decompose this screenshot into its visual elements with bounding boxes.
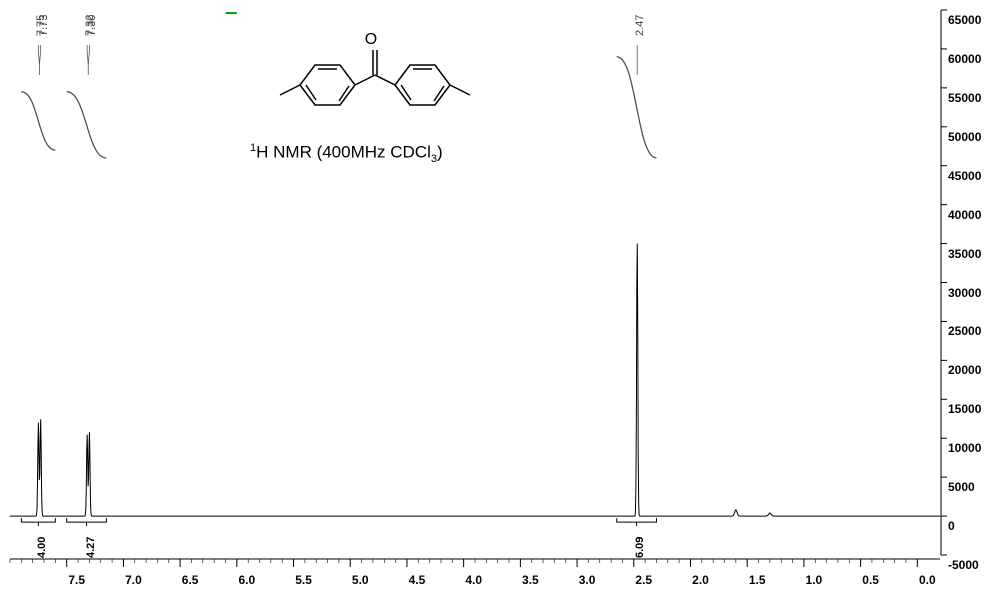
x-tick-label: 3.0 xyxy=(579,573,596,587)
x-tick-label: 7.5 xyxy=(68,573,85,587)
molecule-svg: O xyxy=(260,0,480,150)
x-tick-label: 2.5 xyxy=(635,573,652,587)
y-tick-label: 20000 xyxy=(948,363,981,377)
x-tick-label: 5.5 xyxy=(295,573,312,587)
y-tick-label: 15000 xyxy=(948,402,981,416)
y-tick-label: 45000 xyxy=(948,169,981,183)
spectrum-caption: 1H NMR (400MHz CDCl3) xyxy=(250,142,443,165)
y-tick-label: 5000 xyxy=(948,480,975,494)
y-axis: -500005000100001500020000250003000035000… xyxy=(940,10,995,555)
y-tick-label: 25000 xyxy=(948,324,981,338)
x-tick-label: 3.5 xyxy=(522,573,539,587)
integral-label: 6.09 xyxy=(634,537,646,558)
y-tick-label: 60000 xyxy=(948,52,981,66)
y-tick-label: 30000 xyxy=(948,286,981,300)
y-tick-label: 40000 xyxy=(948,208,981,222)
peak-label: 2.47 xyxy=(634,15,646,36)
x-tick-label: 1.0 xyxy=(806,573,823,587)
x-tick-label: 7.0 xyxy=(125,573,142,587)
integral-label: 4.00 xyxy=(36,537,48,558)
peak-label: 7.30 xyxy=(86,15,98,36)
x-tick-label: 4.0 xyxy=(465,573,482,587)
x-tick-label: 4.5 xyxy=(409,573,426,587)
x-tick-label: 6.0 xyxy=(238,573,255,587)
y-tick-label: 35000 xyxy=(948,247,981,261)
y-tick-label: 10000 xyxy=(948,441,981,455)
y-tick-label: 0 xyxy=(948,519,955,533)
x-tick-label: 0.0 xyxy=(919,573,936,587)
svg-text:O: O xyxy=(365,31,377,48)
x-tick-label: 5.0 xyxy=(352,573,369,587)
y-tick-label: 55000 xyxy=(948,91,981,105)
x-tick-label: 1.5 xyxy=(749,573,766,587)
y-tick-label: 50000 xyxy=(948,130,981,144)
y-tick-label: -5000 xyxy=(948,558,979,572)
peak-label: 7.73 xyxy=(38,15,50,36)
x-tick-label: 0.5 xyxy=(862,573,879,587)
y-tick-label: 65000 xyxy=(948,13,981,27)
molecular-structure: O xyxy=(260,0,480,150)
x-tick-label: 6.5 xyxy=(182,573,199,587)
x-axis: 0.0 0.5 1.0 1.5 2.0 2.5 3.0 3.5 4.0 4.5 5.0 5.5 6.0 6… xyxy=(10,558,940,598)
integral-label: 4.27 xyxy=(85,537,97,558)
x-tick-label: 2.0 xyxy=(692,573,709,587)
